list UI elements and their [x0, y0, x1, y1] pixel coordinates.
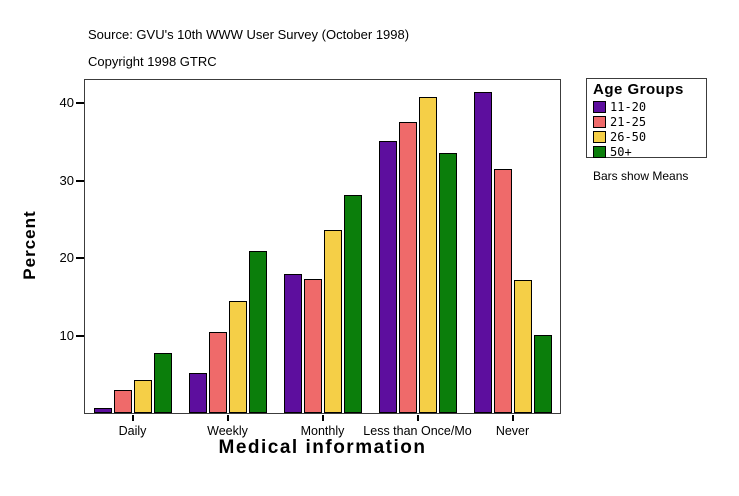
legend-entry-26-50: 26-50	[593, 129, 706, 144]
bars-container: 10 20 30 40 Daily Weekly Monthly Less than Once…	[60, 80, 560, 438]
legend-swatch-icon	[593, 100, 606, 113]
legend-entry-21-25: 21-25	[593, 114, 706, 129]
x-category-label: Weekly	[207, 424, 248, 438]
x-category-label: Less than Once/Mo	[363, 424, 472, 438]
bar-21-25-Daily	[113, 390, 132, 413]
legend-title: Age Groups	[593, 81, 684, 98]
legend-entries: 11-20 21-25 26-50 50+	[593, 99, 706, 159]
bar-50+-Less than Once/Mo	[438, 153, 457, 413]
bar-11-20-Never	[473, 92, 492, 413]
bar-50+-Monthly	[343, 195, 362, 413]
legend-swatch-icon	[593, 130, 606, 143]
bar-21-25-Weekly	[208, 332, 227, 413]
bar-11-20-Weekly	[188, 373, 207, 413]
y-tick-label-20: 20	[59, 250, 74, 266]
y-tick-30	[76, 179, 84, 182]
bar-21-25-Less than Once/Mo	[398, 122, 417, 413]
bar-21-25-Monthly	[303, 279, 322, 413]
legend-box: Age Groups 11-20 21-25 26-50 50+	[586, 78, 707, 158]
bar-26-50-Daily	[133, 380, 152, 413]
bar-11-20-Monthly	[283, 274, 302, 413]
x-tick-Monthly	[321, 415, 324, 421]
legend-entry-label: 11-20	[610, 99, 647, 114]
x-tick-Never	[511, 415, 514, 421]
copyright-text: Copyright 1998 GTRC	[88, 54, 217, 69]
x-category-label: Daily	[118, 424, 147, 438]
source-text: Source: GVU's 10th WWW User Survey (Octo…	[88, 27, 410, 42]
x-tick-Weekly	[226, 415, 229, 421]
bar-50+-Daily	[153, 353, 172, 413]
bar-11-20-Daily	[93, 408, 112, 413]
y-tick-label-30: 30	[59, 172, 74, 188]
legend-swatch-icon	[593, 115, 606, 128]
legend-entry-label: 21-25	[610, 114, 647, 129]
legend-entry-11-20: 11-20	[593, 99, 706, 114]
y-tick-40	[76, 102, 84, 105]
y-tick-label-10: 10	[59, 327, 74, 343]
y-axis-title: Percent	[20, 210, 39, 280]
x-axis-title: Medical information	[218, 437, 427, 458]
bar-26-50-Less than Once/Mo	[418, 97, 437, 413]
bar-26-50-Never	[513, 280, 532, 413]
legend-entry-label: 50+	[610, 144, 632, 159]
legend-swatch-icon	[593, 145, 606, 158]
bar-11-20-Less than Once/Mo	[378, 141, 397, 413]
bar-26-50-Weekly	[228, 301, 247, 413]
plot-area: 10 20 30 40 Daily Weekly Monthly Less than Once…	[60, 79, 561, 438]
y-tick-20	[76, 257, 84, 260]
x-category-label: Never	[495, 424, 530, 438]
bar-21-25-Never	[493, 169, 512, 413]
bar-50+-Never	[533, 335, 552, 413]
bar-50+-Weekly	[248, 251, 267, 413]
x-tick-Daily	[131, 415, 134, 421]
legend-note: Bars show Means	[593, 169, 689, 183]
legend-entry-label: 26-50	[610, 129, 647, 144]
bar-26-50-Monthly	[323, 230, 342, 413]
x-category-label: Monthly	[300, 424, 345, 438]
y-tick-label-40: 40	[59, 95, 74, 111]
legend-entry-50+: 50+	[593, 144, 706, 159]
x-tick-Less than Once/Mo	[416, 415, 419, 421]
y-tick-10	[76, 334, 84, 337]
